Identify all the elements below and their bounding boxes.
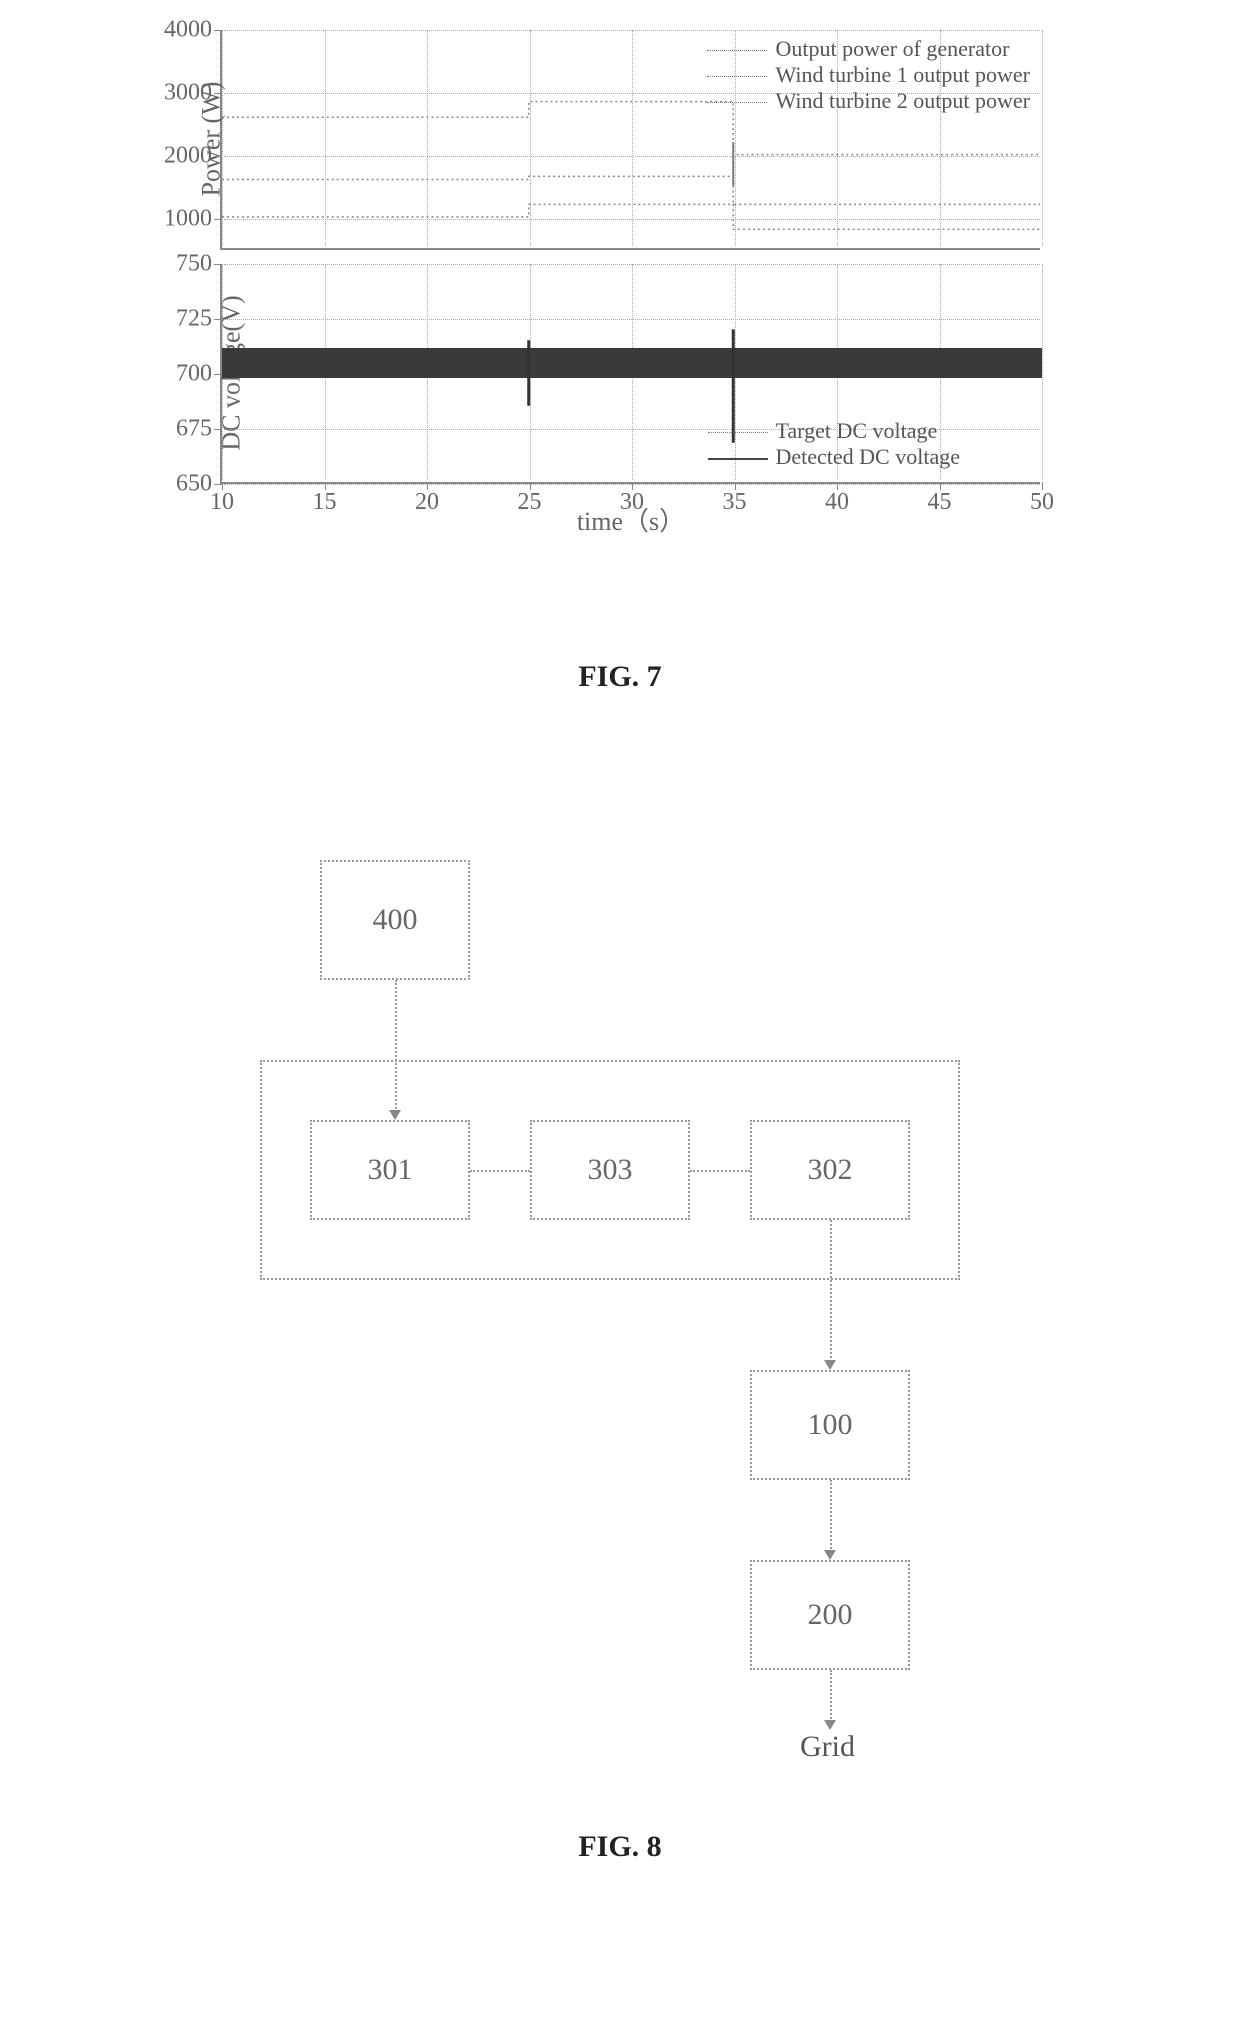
xlabel-time: time（s） xyxy=(577,501,685,538)
xtick-label: 10 xyxy=(210,489,234,516)
xtick-label: 20 xyxy=(415,489,439,516)
xtick-label: 50 xyxy=(1030,489,1054,516)
ytick-label: 1000 xyxy=(142,205,212,232)
detected-voltage-band xyxy=(222,348,1042,379)
ytick-label: 650 xyxy=(142,471,212,498)
ytick-label: 2000 xyxy=(142,142,212,169)
legend-voltage: Target DC voltage Detected DC voltage xyxy=(708,418,961,470)
fig8: 400301303302100200 Grid xyxy=(260,860,980,1760)
xtick-label: 15 xyxy=(313,489,337,516)
fig7-caption: FIG. 7 xyxy=(578,660,661,694)
power-panel: Power (W) 1000200030004000 Output power … xyxy=(220,30,1040,250)
edge xyxy=(690,1170,750,1172)
node-303: 303 xyxy=(530,1120,690,1220)
arrowhead-icon xyxy=(389,1110,401,1120)
voltage-panel: DC voltage(V) 650675700725750 1015202530… xyxy=(220,264,1040,484)
edge xyxy=(470,1170,530,1172)
fig8-caption: FIG. 8 xyxy=(578,1830,661,1864)
node-400: 400 xyxy=(320,860,470,980)
xtick-label: 35 xyxy=(723,489,747,516)
legend-item: Wind turbine 1 output power xyxy=(775,62,1030,87)
arrowhead-icon xyxy=(824,1550,836,1560)
ytick-label: 750 xyxy=(142,251,212,278)
node-302: 302 xyxy=(750,1120,910,1220)
ytick-label: 3000 xyxy=(142,79,212,106)
ytick-label: 700 xyxy=(142,361,212,388)
fig7: Power (W) 1000200030004000 Output power … xyxy=(130,30,1090,484)
xtick-label: 25 xyxy=(518,489,542,516)
node-200: 200 xyxy=(750,1560,910,1670)
xtick-label: 40 xyxy=(825,489,849,516)
edge xyxy=(395,980,397,1112)
grid-label: Grid xyxy=(800,1730,855,1764)
ytick-label: 725 xyxy=(142,306,212,333)
legend-item: Output power of generator xyxy=(775,36,1009,61)
legend-power: Output power of generator Wind turbine 1… xyxy=(707,36,1030,114)
legend-item: Wind turbine 2 output power xyxy=(775,88,1030,113)
edge xyxy=(830,1220,832,1362)
node-100: 100 xyxy=(750,1370,910,1480)
ytick-label: 675 xyxy=(142,416,212,443)
edge xyxy=(830,1670,832,1722)
ytick-label: 4000 xyxy=(142,17,212,44)
edge xyxy=(830,1480,832,1552)
legend-item: Detected DC voltage xyxy=(776,444,961,469)
arrowhead-icon xyxy=(824,1360,836,1370)
legend-item: Target DC voltage xyxy=(776,418,938,443)
arrowhead-icon xyxy=(824,1720,836,1730)
xtick-label: 45 xyxy=(928,489,952,516)
node-301: 301 xyxy=(310,1120,470,1220)
